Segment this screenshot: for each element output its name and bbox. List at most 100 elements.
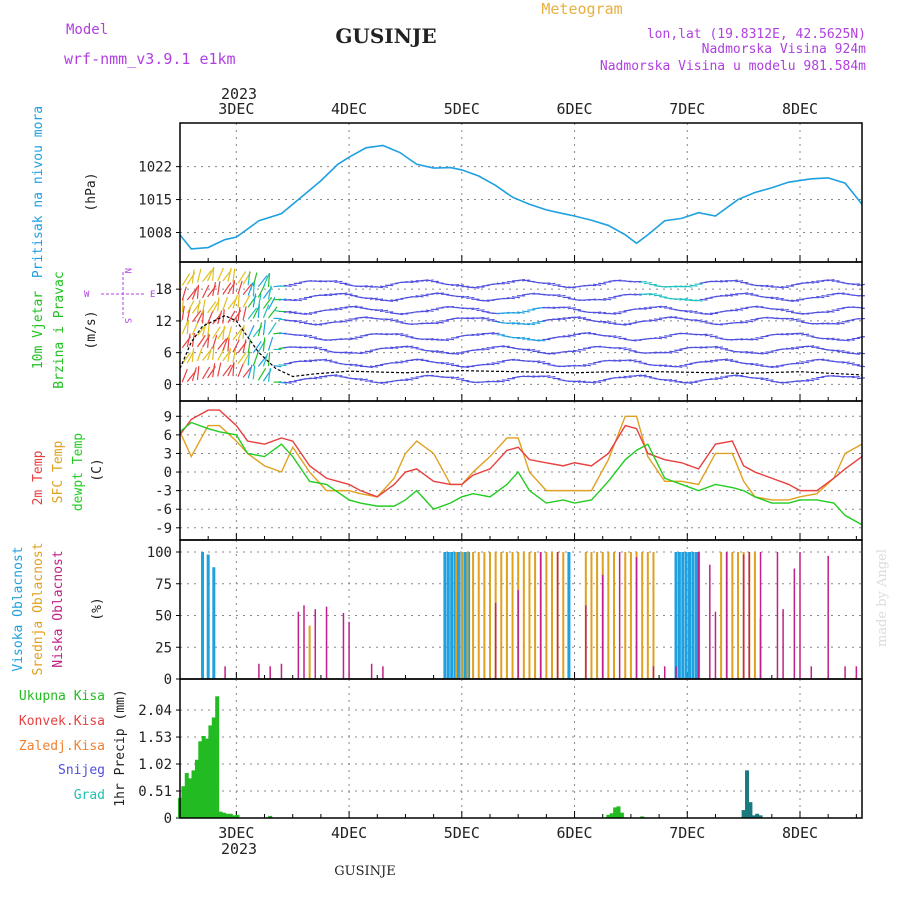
wind-barb [278, 381, 287, 384]
wind-barb [430, 322, 439, 325]
wind-ylabel: 10m Vjetar [31, 291, 46, 369]
cloud-bar [844, 666, 846, 679]
wind-barb [684, 310, 693, 313]
y-tick-label: 1008 [138, 225, 172, 241]
wind-barb [303, 359, 313, 363]
wind-barb [242, 306, 247, 321]
compass-south: S [122, 318, 132, 323]
wind-barb [745, 320, 754, 323]
precip-bar [211, 717, 216, 818]
wind-barb [349, 363, 358, 367]
wind-barb [598, 298, 607, 301]
wind-barb [724, 294, 734, 297]
top-year: 2023 [221, 85, 257, 103]
wind-barb [405, 345, 414, 348]
cloud-bar [613, 552, 615, 679]
wind-barb [760, 352, 769, 355]
wind-barb [247, 339, 251, 354]
legend-snow: Snijeg [58, 763, 105, 778]
cloud-bar [269, 666, 271, 679]
wind-barb [821, 311, 830, 314]
wind-barb [633, 360, 642, 363]
wind-barb [851, 352, 860, 355]
wind-barb [242, 366, 253, 378]
altitude-text: Nadmorska Visina 924m [702, 42, 867, 57]
wind-barb [704, 360, 713, 363]
wind-barb [267, 336, 274, 351]
wind-barb [694, 299, 703, 302]
wind-barb [496, 380, 505, 383]
wind-barb [775, 297, 784, 300]
wind-barb [247, 364, 253, 379]
wind-barb [735, 374, 744, 377]
wind-barb [775, 286, 784, 289]
wind-barb [390, 346, 399, 349]
wind-barb [785, 299, 794, 302]
wind-barb [780, 308, 789, 312]
pressure-line [179, 144, 863, 250]
wind-barb [334, 307, 343, 311]
compass-rose: N W E S [84, 268, 155, 323]
precip-bar [228, 813, 233, 818]
wind-barb [217, 310, 223, 325]
wind-barb [648, 293, 657, 296]
wind-barb [775, 308, 784, 311]
wind-barb [831, 349, 840, 352]
wind-barb [486, 347, 495, 349]
wind-barb [806, 345, 815, 348]
wind-barb [222, 364, 232, 377]
wind-barb [196, 334, 206, 348]
cloud-bar [494, 602, 497, 679]
wind-barb [836, 307, 845, 310]
wind-barb [227, 347, 231, 362]
wind-barb [603, 321, 612, 324]
wind-barb [267, 352, 271, 367]
wind-barb [522, 323, 531, 326]
temp-ylabel2: SFC Temp [51, 441, 66, 504]
wind-barb [659, 296, 668, 298]
cloud-bar [737, 552, 739, 679]
wind-barb [785, 347, 794, 350]
wind-barb [435, 350, 444, 353]
wind-barb [638, 362, 647, 364]
wind-barb [196, 268, 202, 283]
wind-barb [410, 358, 419, 361]
cloud-bar [629, 552, 632, 679]
cloud-bar [624, 552, 627, 679]
y-tick-label: 25 [155, 640, 172, 656]
wind-barb [547, 306, 556, 309]
wind-barb [593, 311, 602, 314]
wind-barb [262, 352, 269, 367]
wind-barb [267, 322, 277, 335]
wind-barb [856, 306, 865, 309]
wind-barb [451, 284, 460, 286]
cloud-bar [342, 612, 345, 679]
wind-barb [191, 321, 199, 335]
wind-barb [309, 336, 318, 339]
wind-barb [237, 351, 247, 364]
panels: 100810151022061218-9-6-30369025507510000… [138, 122, 865, 827]
wind-barb [699, 320, 708, 323]
wind-barb [506, 322, 515, 325]
wind-barb [191, 310, 202, 323]
wind-barb [598, 282, 607, 285]
bottom-day-label: 6DEC [556, 824, 592, 842]
wind-barb [836, 292, 845, 295]
wind-barb [430, 292, 439, 295]
wind-barb [481, 299, 490, 302]
wind-barb [826, 310, 835, 313]
temp-ylabel: 2m Temp [31, 450, 46, 505]
wind-barb [217, 281, 221, 296]
wind-barb [648, 319, 657, 322]
y-tick-label: -9 [155, 521, 172, 537]
wind-barb [643, 282, 652, 285]
wind-barb [222, 296, 229, 311]
wind-barb [613, 359, 622, 362]
cloud-bar [688, 552, 692, 679]
wind-barb [608, 312, 617, 315]
wind-barb [522, 310, 531, 313]
wind-barb [324, 359, 333, 362]
wind-speed-line [179, 314, 863, 378]
wind-barb [659, 336, 668, 339]
cloud-ylabel: Visoka Oblacnost [11, 546, 26, 671]
